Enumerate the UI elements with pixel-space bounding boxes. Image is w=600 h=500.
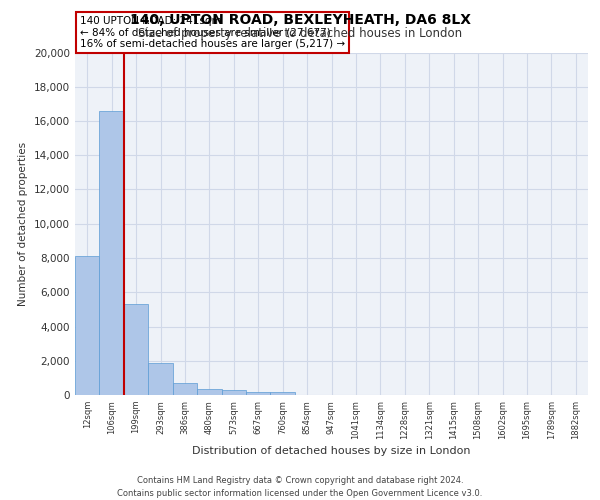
- Bar: [100, 110, 124, 395]
- Bar: [124, 304, 148, 395]
- Bar: [75, 256, 100, 395]
- Y-axis label: Number of detached properties: Number of detached properties: [19, 142, 28, 306]
- Text: Size of property relative to detached houses in London: Size of property relative to detached ho…: [138, 28, 462, 40]
- Bar: [197, 389, 221, 395]
- Bar: [148, 364, 173, 395]
- Text: 140 UPTON ROAD: 241sqm
← 84% of detached houses are smaller (27,677)
16% of semi: 140 UPTON ROAD: 241sqm ← 84% of detached…: [80, 16, 345, 49]
- Text: 140, UPTON ROAD, BEXLEYHEATH, DA6 8LX: 140, UPTON ROAD, BEXLEYHEATH, DA6 8LX: [130, 12, 470, 26]
- Bar: [246, 392, 271, 395]
- Bar: [173, 383, 197, 395]
- Bar: [221, 390, 246, 395]
- Text: Contains HM Land Registry data © Crown copyright and database right 2024.
Contai: Contains HM Land Registry data © Crown c…: [118, 476, 482, 498]
- X-axis label: Distribution of detached houses by size in London: Distribution of detached houses by size …: [192, 446, 471, 456]
- Bar: [271, 392, 295, 395]
